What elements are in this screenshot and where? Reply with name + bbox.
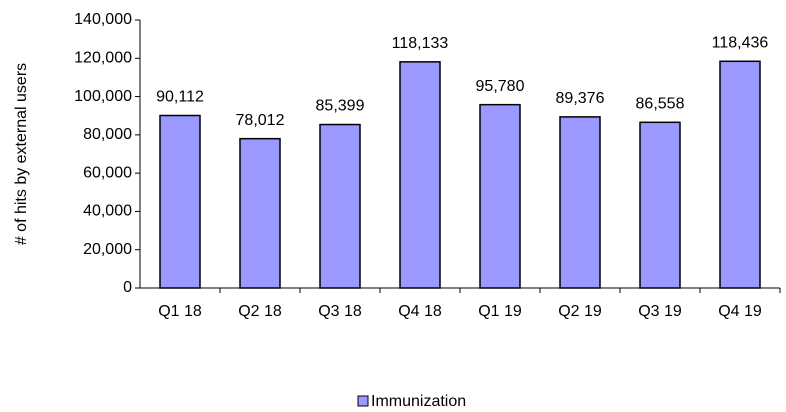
y-tick-label: 80,000 — [83, 126, 132, 143]
x-tick-label: Q1 18 — [158, 303, 202, 320]
value-label: 118,436 — [712, 34, 769, 51]
legend-label: Immunization — [371, 393, 466, 410]
y-tick-label: 40,000 — [83, 203, 132, 220]
value-label: 118,133 — [392, 35, 449, 52]
value-label: 90,112 — [156, 89, 204, 106]
bar — [639, 121, 681, 289]
y-axis-label: # of hits by external users — [13, 63, 30, 245]
x-tick-label: Q4 18 — [398, 303, 442, 320]
legend-swatch — [357, 395, 369, 407]
x-tick-label: Q3 19 — [638, 303, 682, 320]
bar — [559, 116, 601, 289]
x-tick-label: Q3 18 — [318, 303, 362, 320]
value-label: 85,399 — [316, 98, 365, 115]
bar — [399, 61, 441, 289]
bar — [319, 123, 361, 289]
x-tick-label: Q2 18 — [238, 303, 282, 320]
value-label: 89,376 — [556, 90, 605, 107]
x-tick-label: Q2 19 — [558, 303, 602, 320]
x-tick-label: Q4 19 — [718, 303, 762, 320]
y-tick-label: 20,000 — [83, 241, 132, 258]
bar — [719, 60, 761, 289]
bar — [239, 137, 281, 289]
y-tick-label: 120,000 — [74, 50, 132, 67]
y-tick-label: 60,000 — [83, 164, 132, 181]
value-label: 86,558 — [636, 96, 685, 113]
bar — [159, 114, 201, 289]
y-tick-label: 140,000 — [74, 11, 132, 28]
value-label: 78,012 — [236, 112, 285, 129]
bar — [479, 103, 521, 289]
value-label: 95,780 — [476, 78, 525, 95]
x-tick-label: Q1 19 — [478, 303, 522, 320]
y-tick-label: 100,000 — [74, 88, 132, 105]
y-tick-label: 0 — [123, 279, 132, 296]
